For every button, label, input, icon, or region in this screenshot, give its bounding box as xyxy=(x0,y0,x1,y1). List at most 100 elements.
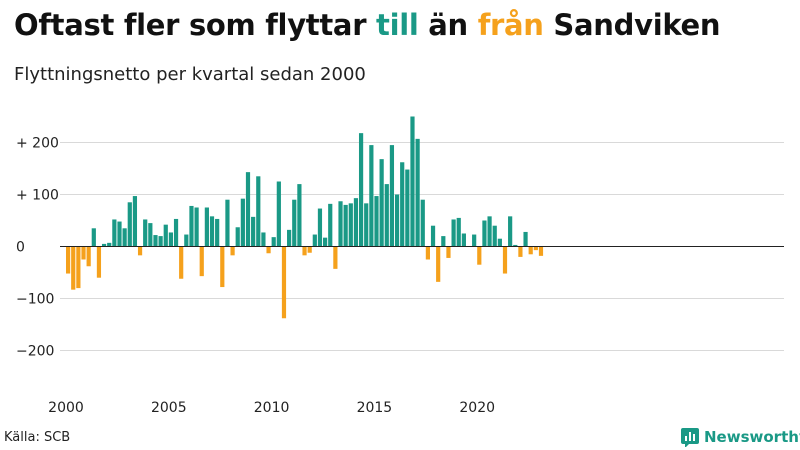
bar xyxy=(240,198,245,247)
bar xyxy=(394,194,400,247)
chart-subtitle: Flyttningsnetto per kvartal sedan 2000 xyxy=(14,64,366,85)
bar xyxy=(379,159,384,247)
bar xyxy=(112,219,117,247)
bar xyxy=(220,246,225,288)
brand-name: Newsworthy xyxy=(704,428,800,446)
bar xyxy=(86,246,91,267)
bar xyxy=(256,176,261,247)
bar xyxy=(374,196,379,247)
x-tick-label: 2020 xyxy=(459,400,495,416)
bar xyxy=(245,172,251,247)
bar xyxy=(199,246,204,277)
x-tick-label: 2005 xyxy=(151,400,187,416)
bar xyxy=(502,246,508,274)
bar xyxy=(405,169,410,247)
bar xyxy=(194,207,199,247)
bar xyxy=(101,243,107,247)
bar xyxy=(163,224,168,247)
bar xyxy=(415,138,420,247)
bar xyxy=(410,116,415,247)
bar xyxy=(513,244,518,247)
bar xyxy=(76,246,81,289)
bar xyxy=(297,184,302,247)
bar xyxy=(122,228,127,247)
gridlines xyxy=(60,142,784,351)
bar xyxy=(225,199,230,247)
bar xyxy=(472,234,477,247)
title-highlight-till: till xyxy=(376,8,419,42)
bar xyxy=(158,236,163,247)
bar xyxy=(317,208,323,247)
bar xyxy=(117,221,122,247)
bar xyxy=(348,203,353,247)
bar xyxy=(312,234,317,247)
bar xyxy=(235,227,240,247)
bar xyxy=(81,246,86,260)
bar xyxy=(209,216,215,247)
bar xyxy=(173,218,179,247)
bar xyxy=(132,196,138,247)
y-tick-label: 0 xyxy=(16,240,25,256)
bar xyxy=(307,246,312,253)
bar xyxy=(482,220,487,247)
bar xyxy=(477,246,482,265)
bar xyxy=(389,145,395,247)
axes: + 200 + 100 0 −100 −200 2000 2005 2010 2015 2020 xyxy=(16,136,784,416)
bar xyxy=(400,162,405,247)
bar xyxy=(497,238,502,247)
bar xyxy=(96,246,102,278)
bar xyxy=(436,246,441,282)
bar xyxy=(358,133,364,247)
bar xyxy=(538,246,544,256)
bar xyxy=(461,233,466,247)
bar xyxy=(266,246,271,254)
bar xyxy=(184,234,189,247)
bar xyxy=(328,203,333,247)
x-tick-label: 2015 xyxy=(357,400,393,416)
title-highlight-fran: från xyxy=(477,8,544,42)
bar-chart: + 200 + 100 0 −100 −200 2000 2005 2010 2015 2020 xyxy=(16,116,784,416)
x-tick-label: 2010 xyxy=(254,400,290,416)
bar xyxy=(446,246,451,258)
bar xyxy=(451,219,456,247)
bar xyxy=(533,246,538,251)
bar xyxy=(91,228,96,247)
bar xyxy=(271,237,276,247)
bar xyxy=(71,246,76,290)
bar xyxy=(338,201,343,247)
bar xyxy=(179,246,184,279)
bar xyxy=(302,246,307,256)
bar xyxy=(430,225,436,247)
y-tick-label: −200 xyxy=(16,344,54,360)
title-part-1: Oftast fler som flyttar xyxy=(14,8,376,42)
bars xyxy=(66,116,544,319)
bar xyxy=(523,231,528,247)
bar xyxy=(518,246,523,257)
bar xyxy=(143,219,148,247)
bar xyxy=(441,236,446,247)
bar xyxy=(189,205,194,247)
title-part-3: Sandviken xyxy=(543,8,721,42)
source-note: Källa: SCB xyxy=(4,430,71,445)
bar xyxy=(487,216,492,247)
bar xyxy=(127,202,132,247)
bar xyxy=(528,246,533,255)
bar xyxy=(281,246,287,319)
bar-chart-logo-icon xyxy=(681,428,699,447)
chart-title: Oftast fler som flyttar till än från San… xyxy=(14,8,721,42)
y-tick-label: + 200 xyxy=(16,136,59,152)
bar xyxy=(292,199,297,247)
bar xyxy=(153,235,158,247)
bar xyxy=(168,232,173,247)
bar xyxy=(456,217,461,247)
bar xyxy=(508,216,513,247)
bar xyxy=(333,246,338,269)
bar xyxy=(215,218,220,247)
bar xyxy=(137,246,143,256)
bar xyxy=(364,203,369,247)
bar xyxy=(66,246,71,274)
bar xyxy=(492,225,497,247)
newsworthy-logo: Newsworthy xyxy=(680,427,800,447)
bar xyxy=(323,237,328,247)
bar xyxy=(353,198,359,247)
